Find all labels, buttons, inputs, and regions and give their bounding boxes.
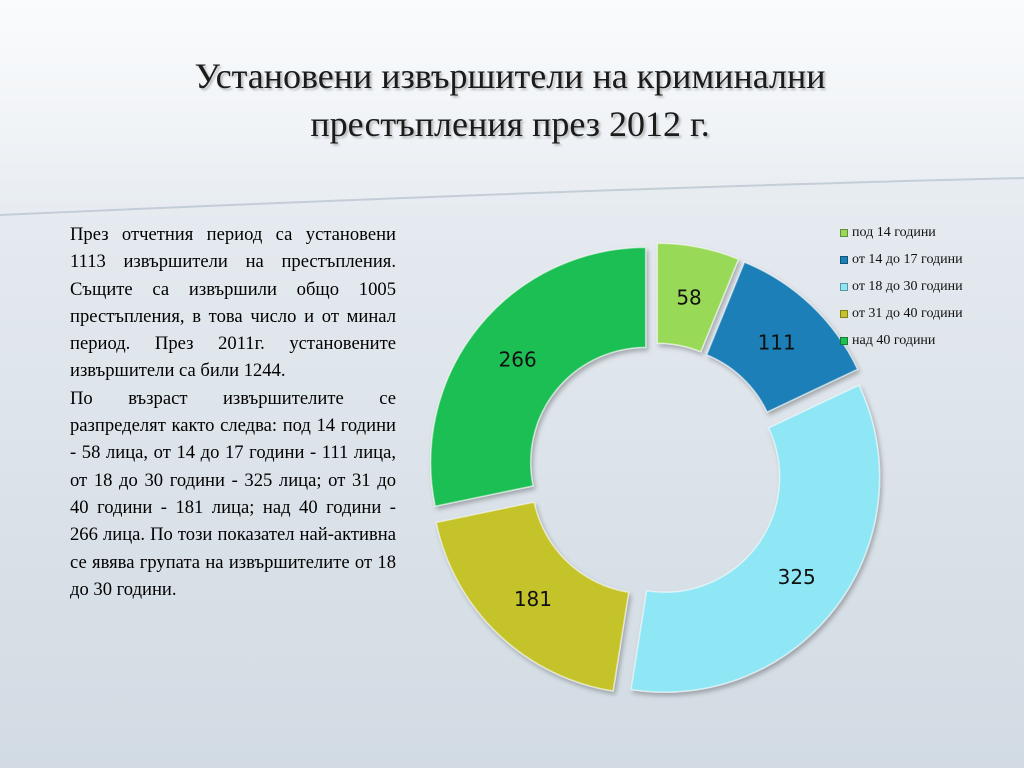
data-label-4: 181 bbox=[514, 587, 552, 611]
data-label-2: 111 bbox=[758, 330, 796, 354]
legend-swatch bbox=[840, 282, 848, 291]
slide-title-line2: престъпления през 2012 г. bbox=[310, 104, 710, 144]
donut-slice-1 bbox=[656, 242, 740, 353]
data-label-1: 58 bbox=[676, 285, 701, 309]
legend-label: над 40 години bbox=[852, 332, 936, 348]
legend-label: от 18 до 30 години bbox=[852, 278, 963, 294]
slide-title: Установени извършители на криминални пре… bbox=[60, 52, 960, 148]
legend-item-5: над 40 години bbox=[840, 327, 963, 354]
body-text: През отчетния период са установени 1113 … bbox=[70, 221, 396, 603]
legend-label: под 14 години bbox=[852, 224, 936, 240]
data-label-5: 266 bbox=[499, 347, 537, 371]
donut-slice-3 bbox=[630, 384, 881, 693]
legend-swatch bbox=[840, 255, 848, 264]
donut-slice-5 bbox=[429, 246, 647, 508]
legend-label: от 31 до 40 години bbox=[852, 305, 963, 321]
legend-item-2: от 14 до 17 години bbox=[840, 246, 963, 273]
legend-swatch bbox=[840, 228, 848, 237]
donut-slice-2 bbox=[705, 261, 859, 414]
legend-swatch bbox=[840, 336, 848, 345]
body-paragraph-2: По възраст извършителите се разпределят … bbox=[70, 387, 396, 600]
body-paragraph-1: През отчетния период са установени 1113 … bbox=[70, 224, 396, 382]
data-label-3: 325 bbox=[778, 565, 816, 589]
chart-legend: под 14 години от 14 до 17 години от 18 до … bbox=[840, 219, 963, 354]
legend-item-1: под 14 години bbox=[840, 219, 963, 246]
slide-title-line1: Установени извършители на криминални bbox=[194, 56, 826, 96]
legend-item-4: от 31 до 40 години bbox=[840, 300, 963, 327]
donut-slice-4 bbox=[435, 501, 630, 692]
legend-item-3: от 18 до 30 години bbox=[840, 273, 963, 300]
legend-swatch bbox=[840, 309, 848, 318]
legend-label: от 14 до 17 години bbox=[852, 251, 963, 267]
